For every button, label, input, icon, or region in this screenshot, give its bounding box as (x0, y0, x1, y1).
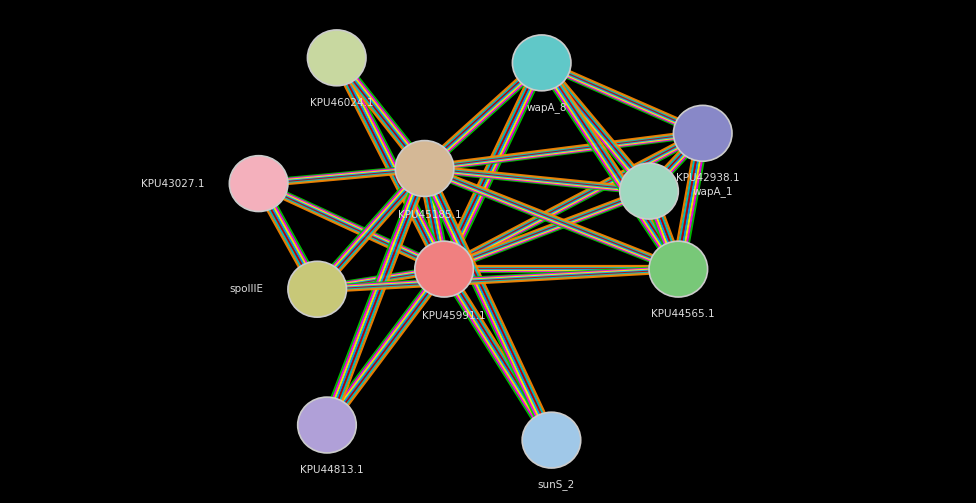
Ellipse shape (673, 106, 732, 161)
Text: KPU45185.1: KPU45185.1 (397, 210, 462, 220)
Text: wapA_1: wapA_1 (693, 186, 733, 197)
Ellipse shape (307, 30, 366, 86)
Ellipse shape (522, 412, 581, 468)
Ellipse shape (288, 262, 346, 317)
Text: sunS_2: sunS_2 (538, 479, 575, 490)
Ellipse shape (512, 35, 571, 91)
Text: wapA_8: wapA_8 (526, 102, 567, 113)
Ellipse shape (415, 241, 473, 297)
Text: spoIIIE: spoIIIE (229, 284, 264, 294)
Text: KPU42938.1: KPU42938.1 (675, 173, 740, 183)
Ellipse shape (620, 163, 678, 219)
Text: KPU46024.1: KPU46024.1 (309, 98, 374, 108)
Ellipse shape (649, 241, 708, 297)
Ellipse shape (298, 397, 356, 453)
Text: KPU45991.1: KPU45991.1 (422, 311, 486, 320)
Text: KPU44565.1: KPU44565.1 (651, 309, 715, 319)
Text: KPU44813.1: KPU44813.1 (300, 465, 364, 475)
Ellipse shape (395, 141, 454, 197)
Text: KPU43027.1: KPU43027.1 (142, 179, 205, 189)
Ellipse shape (229, 156, 288, 211)
